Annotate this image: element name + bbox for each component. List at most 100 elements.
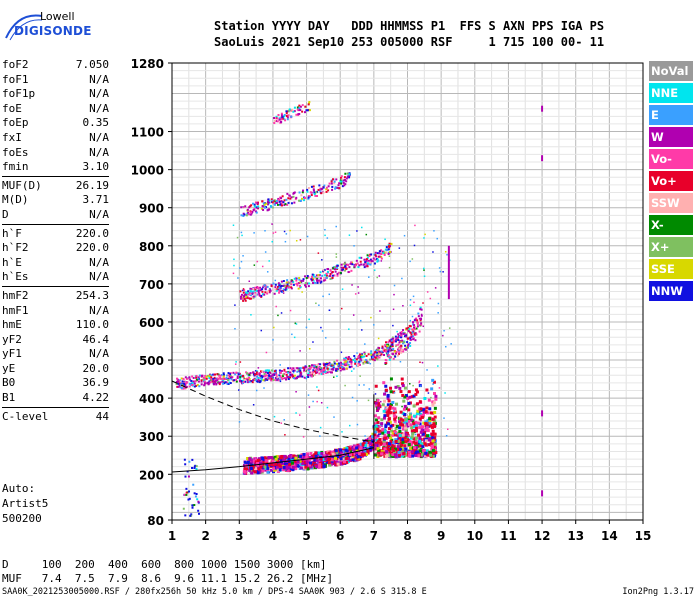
echo-point: [309, 348, 311, 350]
echo-point: [213, 381, 216, 384]
echo-point: [318, 460, 322, 464]
echo-point: [407, 415, 411, 419]
echo-point: [275, 199, 278, 202]
x-tick-label: 10: [466, 529, 483, 543]
echo-point: [305, 452, 309, 456]
echo-point: [416, 323, 419, 326]
echo-point: [386, 413, 390, 417]
echo-point: [393, 414, 397, 418]
echo-point: [294, 377, 297, 380]
echo-point: [281, 374, 284, 377]
param-value: 36.9: [82, 376, 110, 390]
echo-point: [389, 349, 392, 352]
echo-point: [290, 115, 293, 118]
echo-point: [410, 336, 413, 339]
echo-point: [267, 370, 270, 373]
echo-point: [273, 415, 276, 418]
echo-point: [292, 370, 295, 373]
echo-point: [387, 348, 390, 351]
echo-point: [394, 352, 397, 355]
echo-point: [319, 363, 322, 366]
echo-point: [341, 268, 344, 271]
echo-point: [214, 380, 217, 383]
echo-point: [314, 276, 317, 278]
echo-point: [256, 260, 259, 263]
echo-point: [307, 375, 310, 378]
echo-point: [389, 251, 392, 254]
echo-point: [391, 423, 395, 427]
echo-point: [244, 299, 247, 302]
echo-point: [280, 285, 283, 288]
echo-point: [267, 198, 270, 201]
echo-point: [262, 375, 265, 378]
param-row: foEs N/A: [2, 146, 109, 161]
echo-point: [358, 264, 361, 267]
echo-point: [239, 361, 242, 363]
echo-point: [320, 369, 323, 372]
echo-point: [210, 377, 213, 380]
echo-point: [374, 436, 378, 440]
echo-point: [421, 449, 425, 453]
echo-point: [353, 355, 356, 358]
echo-point: [328, 293, 331, 296]
echo-point: [394, 340, 397, 343]
echo-point: [344, 362, 347, 365]
echo-point: [263, 387, 265, 389]
echo-point: [351, 458, 355, 462]
echo-point: [179, 386, 182, 389]
echo-point: [433, 424, 437, 428]
echo-point: [290, 283, 293, 286]
echo-point: [447, 428, 449, 431]
param-name: hmF1: [2, 303, 29, 317]
echo-point: [415, 333, 418, 336]
echo-point: [229, 372, 232, 375]
echo-point: [278, 291, 281, 294]
x-tick-label: 7: [370, 529, 378, 543]
echo-point: [278, 290, 281, 293]
echo-point: [376, 276, 378, 279]
echo-point: [241, 234, 243, 237]
echo-point: [197, 509, 200, 512]
echo-point: [280, 376, 283, 379]
echo-point: [226, 374, 229, 377]
echo-point: [392, 337, 395, 340]
echo-point: [433, 410, 437, 414]
echo-point: [260, 370, 263, 373]
echo-point: [392, 450, 396, 454]
echo-point: [405, 421, 409, 425]
echo-point: [242, 299, 245, 302]
echo-point: [274, 462, 278, 466]
legend-item: Vo+: [649, 171, 693, 191]
echo-point: [259, 286, 262, 289]
param-row: D N/A: [2, 208, 109, 223]
echo-point: [313, 275, 315, 278]
echo-point: [276, 376, 279, 379]
echo-point: [541, 105, 544, 112]
echo-point: [184, 384, 187, 387]
plot-frame: [171, 62, 644, 521]
echo-point: [234, 363, 237, 365]
echo-point: [444, 392, 446, 394]
echo-point: [303, 376, 306, 379]
echo-point: [259, 380, 262, 383]
echo-point: [395, 344, 398, 347]
echo-point: [202, 376, 205, 379]
echo-point: [237, 373, 240, 376]
echo-point: [398, 436, 402, 440]
echo-point: [306, 188, 309, 191]
echo-point: [311, 375, 314, 378]
echo-point: [423, 442, 427, 446]
echo-point: [392, 324, 394, 327]
echo-point: [186, 377, 189, 380]
echo-point: [345, 263, 348, 266]
echo-point: [177, 382, 180, 385]
echo-point: [239, 290, 242, 293]
echo-point: [365, 258, 368, 261]
echo-point: [264, 291, 267, 294]
echo-point: [238, 379, 241, 382]
param-value: 0.35: [82, 116, 110, 130]
echo-point: [387, 422, 391, 426]
echo-point: [287, 464, 291, 468]
echo-point: [255, 206, 258, 209]
echo-point: [388, 406, 392, 410]
